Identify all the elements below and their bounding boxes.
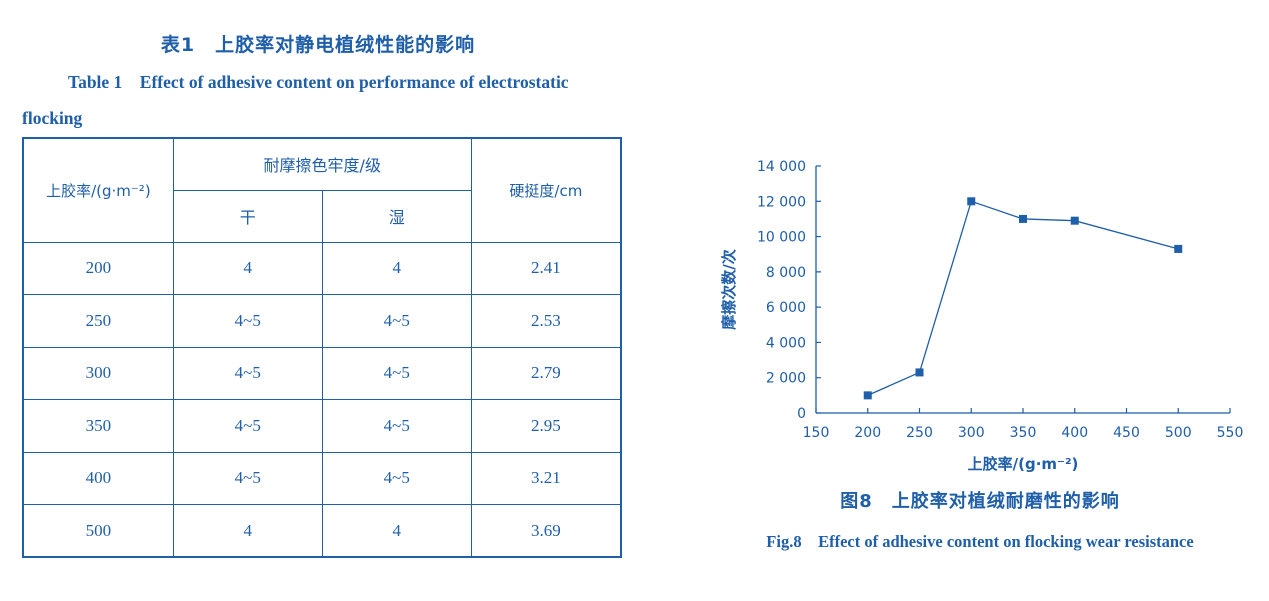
data-point bbox=[1070, 216, 1079, 225]
table-cell: 4~5 bbox=[172, 294, 323, 348]
table-cell: 2.41 bbox=[470, 241, 622, 295]
table-row: 500 4 4 3.69 bbox=[22, 504, 622, 558]
table-cell: 400 bbox=[22, 451, 174, 505]
figure-caption-en: Fig.8 Effect of adhesive content on floc… bbox=[766, 532, 1194, 551]
header-rate: 上胶率/(g·m⁻²) bbox=[22, 137, 174, 243]
table-row: 400 4~5 4~5 3.21 bbox=[22, 451, 622, 505]
x-axis-label: 上胶率/(g·m⁻²) bbox=[968, 455, 1079, 473]
y-tick-label: 8 000 bbox=[766, 265, 806, 281]
table-row: 350 4~5 4~5 2.95 bbox=[22, 399, 622, 453]
table-cell: 4~5 bbox=[321, 346, 472, 400]
x-tick-label: 150 bbox=[803, 425, 830, 441]
y-tick-label: 0 bbox=[797, 406, 806, 422]
data-point bbox=[1174, 244, 1183, 253]
y-axis-label: 摩擦次数/次 bbox=[720, 249, 738, 329]
series-line bbox=[867, 200, 1179, 396]
table-cell: 4 bbox=[172, 504, 323, 558]
x-tick-label: 350 bbox=[1010, 425, 1037, 441]
y-tick-label: 2 000 bbox=[766, 371, 806, 387]
table-row: 250 4~5 4~5 2.53 bbox=[22, 294, 622, 348]
x-tick-label: 300 bbox=[958, 425, 985, 441]
table-cell: 4~5 bbox=[321, 399, 472, 453]
x-tick-label: 250 bbox=[906, 425, 933, 441]
table-row: 200 4 4 2.41 bbox=[22, 241, 622, 295]
table-cell: 250 bbox=[22, 294, 174, 348]
table-cell: 3.21 bbox=[470, 451, 622, 505]
y-tick-label: 10 000 bbox=[757, 230, 806, 246]
data-point bbox=[863, 391, 872, 400]
table-cell: 3.69 bbox=[470, 504, 622, 558]
table-cell: 4 bbox=[321, 504, 472, 558]
data-table: 上胶率/(g·m⁻²) 耐摩擦色牢度/级 硬挺度/cm 干 湿 200 4 4 … bbox=[22, 137, 622, 558]
table-cell: 4~5 bbox=[321, 451, 472, 505]
table-title-cn: 表1 上胶率对静电植绒性能的影响 bbox=[160, 34, 476, 56]
table-cell: 4 bbox=[321, 241, 472, 295]
header-dry: 干 bbox=[172, 189, 323, 243]
wear-resistance-chart: 0 2 000 4 000 6 000 8 000 10 000 12 000 14 000 1… bbox=[720, 159, 1244, 473]
x-tick-label: 400 bbox=[1061, 425, 1088, 441]
header-wet: 湿 bbox=[321, 189, 472, 243]
figure-caption-cn: 图8 上胶率对植绒耐磨性的影响 bbox=[840, 491, 1120, 512]
y-tick-label: 14 000 bbox=[757, 159, 806, 175]
table-cell: 4 bbox=[172, 241, 323, 295]
data-point bbox=[967, 197, 976, 206]
header-stiffness: 硬挺度/cm bbox=[470, 137, 622, 243]
x-tick-label: 200 bbox=[854, 425, 881, 441]
y-tick-label: 6 000 bbox=[766, 300, 806, 316]
table-cell: 300 bbox=[22, 346, 174, 400]
table-cell: 4~5 bbox=[172, 451, 323, 505]
data-point bbox=[1019, 214, 1027, 223]
header-fastness: 耐摩擦色牢度/级 bbox=[172, 137, 472, 191]
x-tick-label: 500 bbox=[1165, 425, 1192, 441]
table-cell: 4~5 bbox=[172, 346, 323, 400]
table-cell: 500 bbox=[22, 504, 174, 558]
table-cell: 200 bbox=[22, 241, 174, 295]
table-cell: 2.79 bbox=[470, 346, 622, 400]
table-row: 300 4~5 4~5 2.79 bbox=[22, 346, 622, 400]
x-tick-label: 450 bbox=[1113, 425, 1140, 441]
x-tick-label: 550 bbox=[1217, 425, 1244, 441]
table-cell: 4~5 bbox=[172, 399, 323, 453]
data-point bbox=[915, 368, 924, 377]
y-tick-label: 4 000 bbox=[766, 335, 806, 351]
table-cell: 350 bbox=[22, 399, 174, 453]
table-cell: 2.53 bbox=[470, 294, 622, 348]
table-title-en: Table 1 Effect of adhesive content on pe… bbox=[22, 72, 569, 128]
table-cell: 2.95 bbox=[470, 399, 622, 453]
y-tick-label: 12 000 bbox=[757, 194, 806, 210]
table-cell: 4~5 bbox=[321, 294, 472, 348]
